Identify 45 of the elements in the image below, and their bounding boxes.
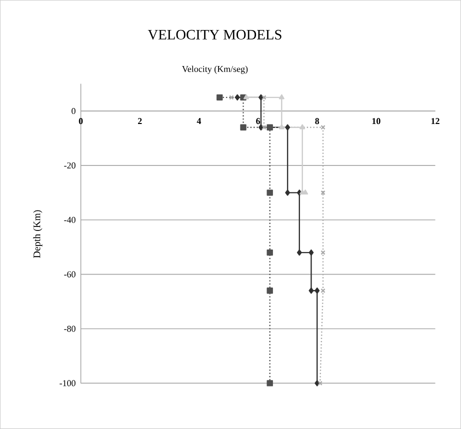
point <box>266 190 273 196</box>
x-axis-title: Velocity (Km/seg) <box>182 66 248 74</box>
point <box>266 288 273 294</box>
point <box>285 190 290 196</box>
point <box>258 124 264 130</box>
y-tick-label: -80 <box>64 326 76 332</box>
point <box>314 288 320 294</box>
point <box>320 125 326 130</box>
point <box>216 94 223 101</box>
x-tick-label: 12 <box>432 118 440 124</box>
point <box>234 94 240 101</box>
x-tick-label: 6 <box>256 118 260 124</box>
point <box>278 94 284 100</box>
x-tick-label: 2 <box>138 118 142 124</box>
y-tick-label: 0 <box>72 108 76 114</box>
point <box>285 124 290 130</box>
point <box>308 249 314 256</box>
point <box>300 124 306 130</box>
point <box>314 380 320 386</box>
chart-title: VELOCITY MODELS <box>148 30 282 40</box>
point <box>266 380 273 386</box>
point <box>320 250 326 255</box>
x-tick-label: 0 <box>78 118 83 124</box>
y-tick-label: -20 <box>64 162 76 169</box>
point <box>243 94 249 100</box>
x-tick-label: 10 <box>372 118 380 124</box>
y-axis-title: Depth (Km) <box>33 210 42 258</box>
point <box>240 124 246 130</box>
point <box>320 190 326 196</box>
point <box>296 249 302 256</box>
point <box>278 124 284 130</box>
y-tick-label: -100 <box>60 380 76 386</box>
point <box>258 94 264 101</box>
point <box>262 95 266 100</box>
point <box>262 125 266 130</box>
point <box>318 380 322 386</box>
x-tick-label: 4 <box>196 118 202 124</box>
point <box>320 288 326 294</box>
point <box>308 288 314 294</box>
point <box>266 124 273 130</box>
x-tick-label: 8 <box>315 118 320 124</box>
y-tick-label: -40 <box>64 216 76 223</box>
point <box>229 95 234 100</box>
point <box>266 249 273 256</box>
y-tick-label: -60 <box>64 271 76 278</box>
